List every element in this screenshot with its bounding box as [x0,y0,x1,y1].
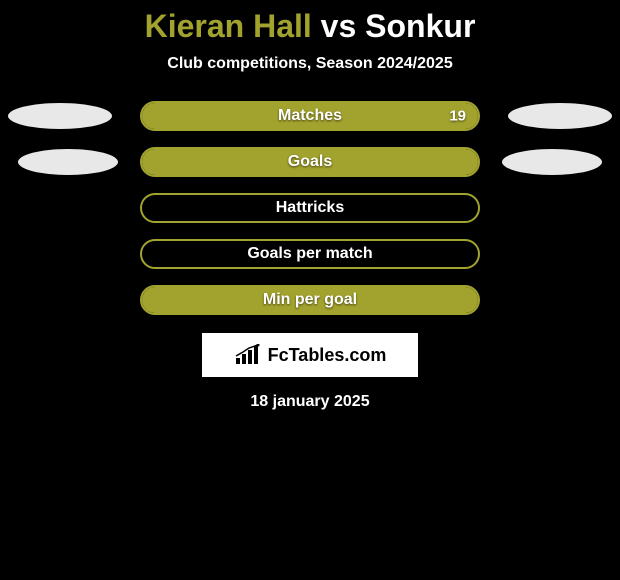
barchart-icon [234,344,262,366]
player2-name: Sonkur [365,8,475,44]
stat-bar: Goals per match [140,239,480,269]
stat-row: Goals [0,147,620,177]
player1-name: Kieran Hall [145,8,312,44]
stat-value: 19 [449,108,466,125]
stat-label: Goals per match [247,245,372,263]
stat-row: Goals per match [0,239,620,269]
stat-label: Goals [288,153,332,171]
subtitle: Club competitions, Season 2024/2025 [0,55,620,73]
stat-bar: Hattricks [140,193,480,223]
logo-box: FcTables.com [202,333,418,377]
page-title: Kieran Hall vs Sonkur [0,0,620,45]
right-ellipse [502,149,602,175]
stat-bar: Goals [140,147,480,177]
stat-rows: Matches 19 Goals Hattricks Goals per mat… [0,101,620,315]
stat-bar: Min per goal [140,285,480,315]
date-text: 18 january 2025 [0,393,620,411]
stat-row: Matches 19 [0,101,620,131]
vs-text: vs [312,8,365,44]
left-ellipse [8,103,112,129]
right-ellipse [508,103,612,129]
logo-text: FcTables.com [268,345,387,366]
stat-label: Matches [278,107,342,125]
stat-row: Min per goal [0,285,620,315]
stat-label: Hattricks [276,199,344,217]
stat-row: Hattricks [0,193,620,223]
stat-bar: Matches 19 [140,101,480,131]
left-ellipse [18,149,118,175]
stat-label: Min per goal [263,291,357,309]
